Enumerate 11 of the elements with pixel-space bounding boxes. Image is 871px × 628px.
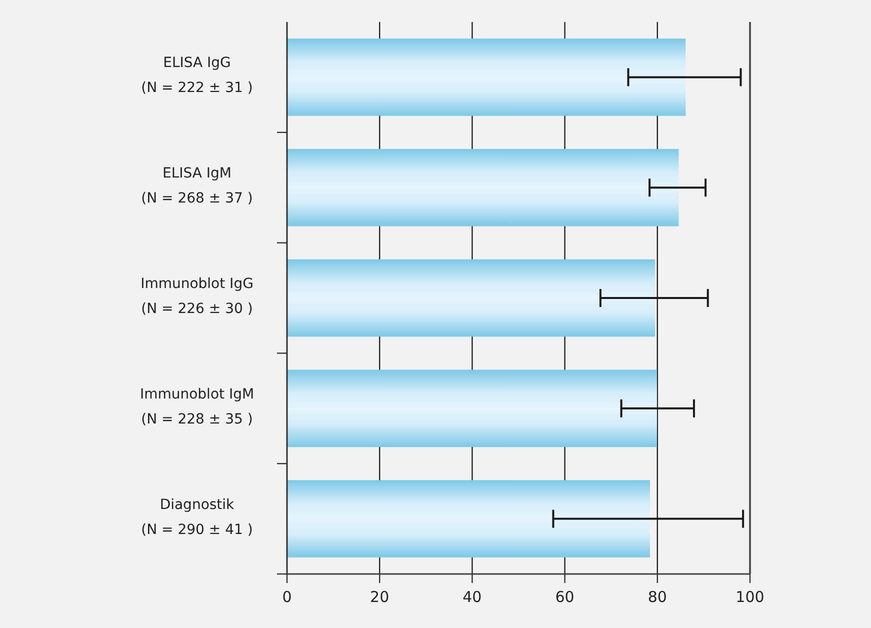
x-tick-label: 40	[462, 588, 482, 606]
x-tick-label: 20	[370, 588, 390, 606]
x-tick-label: 60	[555, 588, 574, 606]
x-tick-label: 100	[736, 588, 764, 606]
y-tick-label: Immunoblot IgM (N = 228 ± 35 )	[140, 386, 254, 428]
y-tick-label: ELISA IgG (N = 222 ± 31 )	[141, 55, 253, 96]
y-tick-label: ELISA IgM (N = 268 ± 37 )	[141, 166, 253, 207]
x-tick-label: 0	[282, 588, 292, 606]
x-tick-label: 80	[648, 588, 667, 606]
y-tick-label: Diagnostik (N = 290 ± 41 )	[141, 496, 253, 538]
y-tick-label: Immunoblot IgG (N = 226 ± 30 )	[140, 276, 254, 317]
